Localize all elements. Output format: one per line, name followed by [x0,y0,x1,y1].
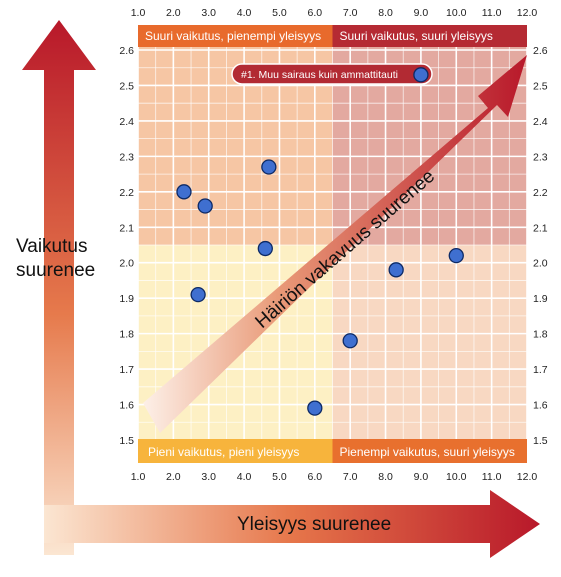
data-points [176,67,464,416]
y-tick-label-right: 1.6 [533,400,548,412]
x-tick-label-bottom: 9.0 [414,471,429,483]
x-tick-label-top: 7.0 [343,7,358,19]
y-tick-label-left: 1.5 [119,435,134,447]
data-point [257,240,273,257]
quadrant-high-impact-high-frequency [332,25,527,245]
x-tick-label-top: 4.0 [237,7,252,19]
data-point [342,333,358,349]
x-tick-label-bottom: 10.0 [446,471,467,483]
x-tick-label-top: 3.0 [201,7,216,19]
x-tick-label-bottom: 5.0 [272,471,287,483]
y-tick-label-right: 2.6 [533,45,548,57]
y-tick-label-left: 2.2 [119,187,134,199]
y-tick-label-left: 2.3 [119,151,134,163]
x-tick-label-bottom: 3.0 [201,471,216,483]
y-tick-label-left: 1.6 [119,400,134,412]
label-band-top-left [138,25,333,47]
label-band-bottom-left [138,439,333,463]
quadrant-label-bottom-right: Pienempi vaikutus, suuri yleisyys [340,445,515,459]
x-tick-label-bottom: 8.0 [378,471,393,483]
y-tick-label-right: 1.9 [533,293,548,305]
data-point [197,198,213,214]
x-tick-label-bottom: 12.0 [517,471,538,483]
y-tick-label-right: 1.7 [533,364,548,376]
y-tick-label-right: 2.5 [533,80,548,92]
y-tick-label-left: 2.5 [119,80,134,92]
x-tick-label-top: 2.0 [166,7,181,19]
y-tick-label-right: 2.0 [533,258,548,270]
y-axis-label-line2: suurenee [16,260,95,281]
x-tick-label-top: 5.0 [272,7,287,19]
label-band-top-right [332,25,527,47]
data-point [388,262,404,278]
y-tick-label-left: 1.8 [119,329,134,341]
label-band-bottom-right [332,439,527,463]
callout-box [231,63,433,85]
data-point [307,400,323,416]
data-point [261,159,277,175]
y-tick-label-right: 1.8 [533,329,548,341]
y-tick-label-left: 1.9 [119,293,134,305]
y-tick-label-right: 2.1 [533,222,548,234]
x-tick-label-top: 10.0 [446,7,467,19]
quadrant-label-bottom-left: Pieni vaikutus, pieni yleisyys [148,445,299,459]
y-tick-label-right: 2.4 [533,116,548,128]
quadrant-label-top-left: Suuri vaikutus, pienempi yleisyys [145,29,321,43]
data-point [176,184,192,200]
data-point [190,286,206,303]
x-tick-label-top: 9.0 [414,7,429,19]
data-point [413,67,429,83]
y-tick-label-left: 2.4 [119,116,134,128]
quadrant-label-top-right: Suuri vaikutus, suuri yleisyys [340,29,493,43]
quadrant-high-impact-low-frequency [138,25,333,245]
x-axis-label: Yleisyys suurenee [237,514,391,535]
data-point [448,247,464,264]
x-tick-label-bottom: 1.0 [131,471,146,483]
quadrant-low-impact-high-frequency [332,245,527,463]
x-tick-label-top: 12.0 [517,7,538,19]
y-tick-label-right: 2.2 [533,187,548,199]
x-tick-label-bottom: 7.0 [343,471,358,483]
y-tick-label-left: 1.7 [119,364,134,376]
severity-arrow [143,55,527,433]
y-tick-label-right: 1.5 [533,435,548,447]
y-tick-label-left: 2.0 [119,258,134,270]
x-tick-label-top: 11.0 [482,7,502,19]
grid-lines [137,25,528,463]
y-tick-label-left: 2.6 [119,45,134,57]
x-tick-label-bottom: 4.0 [237,471,252,483]
axis-ticks: 1.0 1.0 2.0 2.0 3.0 3.0 4.0 4.0 5.0 5.0 6.0 6.0 7.0 7… [119,7,547,483]
impact-arrow [22,20,96,555]
y-tick-label-right: 2.3 [533,151,548,163]
x-tick-label-bottom: 11.0 [482,471,502,483]
x-tick-label-bottom: 6.0 [308,471,323,483]
x-tick-label-top: 8.0 [378,7,393,19]
frequency-arrow [44,490,540,558]
y-axis-label-line1: Vaikutus [16,236,87,257]
x-tick-label-top: 6.0 [308,7,323,19]
x-tick-label-top: 1.0 [131,7,146,19]
callout-label: #1. Muu sairaus kuin ammattitauti [241,69,398,81]
x-tick-label-bottom: 2.0 [166,471,181,483]
y-tick-label-left: 2.1 [119,222,134,234]
